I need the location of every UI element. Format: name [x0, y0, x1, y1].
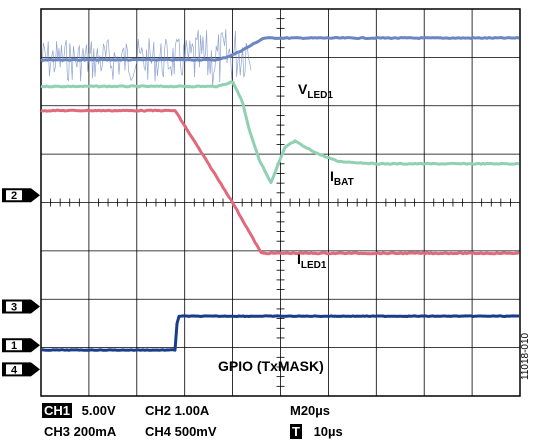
- trigger-readout: T 10µs: [290, 424, 343, 439]
- marker-ch1-box: [6, 340, 22, 351]
- ch3-readout: CH3 200mA: [44, 424, 117, 439]
- marker-ch1-label: 1: [11, 340, 17, 352]
- trace-labels: VLED1 IBAT ILED1 GPIO (TxMASK): [218, 81, 354, 374]
- trace-area: [40, 28, 520, 352]
- marker-ch4-label: 4: [11, 364, 18, 376]
- trigger-tag: T: [290, 424, 302, 439]
- ch1-scale: 5.00V: [81, 403, 116, 418]
- channel-markers: 2 3 1 4: [2, 188, 40, 377]
- trace-gpio-txmask: [40, 314, 519, 352]
- trace-iled1: [40, 108, 520, 256]
- trace-vled1: [40, 36, 520, 62]
- ch1-readout: CH1 5.00V: [42, 403, 116, 418]
- marker-ch2-label: 2: [11, 190, 17, 202]
- ch4-readout: CH4 500mV: [145, 424, 217, 439]
- graticule: [40, 8, 521, 397]
- trigger-value: 10µs: [313, 424, 343, 439]
- trace-label-vled1: VLED1: [298, 81, 333, 101]
- trace-label-gpio-txmask: GPIO (TxMASK): [218, 358, 324, 374]
- trace-ibat: [40, 80, 520, 185]
- marker-ch3-label: 3: [11, 302, 17, 314]
- marker-ch3-box: [6, 301, 22, 312]
- trace-vled1-noise: [40, 28, 252, 86]
- ch1-tag: CH1: [42, 403, 73, 418]
- marker-ch2-box: [6, 190, 22, 201]
- timebase-readout: M20µs: [290, 403, 331, 418]
- trace-label-iled1: ILED1: [297, 251, 327, 271]
- figure-id: 11018-010: [520, 332, 531, 380]
- ch2-readout: CH2 1.00A: [145, 403, 210, 418]
- trace-label-ibat: IBAT: [330, 168, 354, 188]
- marker-ch4-box: [6, 364, 22, 375]
